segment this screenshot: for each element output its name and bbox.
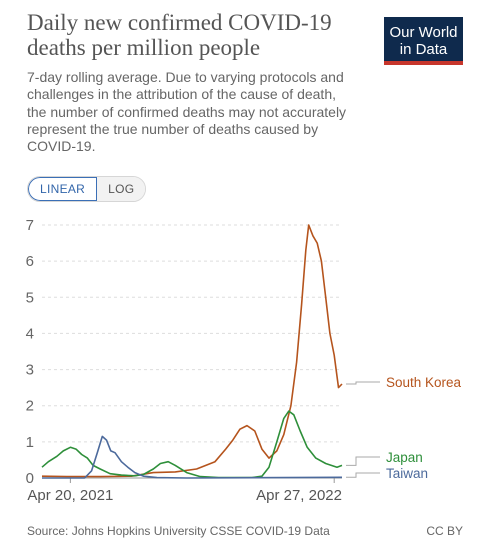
footer: Source: Johns Hopkins University CSSE CO… <box>27 524 463 538</box>
chart-subtitle: 7-day rolling average. Due to varying pr… <box>27 69 347 155</box>
line-chart: 0 1 2 3 4 5 6 7 Apr 20, 2021 Apr 27, 2022 South Ko… <box>26 217 462 504</box>
x-tick-label-1: Apr 27, 2022 <box>256 487 342 504</box>
series-line-south-korea <box>41 224 343 478</box>
y-tick-label-2: 2 <box>26 398 34 415</box>
legend-label-japan: Japan <box>386 450 423 465</box>
owid-logo[interactable]: Our World in Data <box>384 17 463 65</box>
log-scale-button[interactable]: LOG <box>97 177 146 201</box>
scale-toggle: LINEAR LOG <box>27 176 147 202</box>
source-note: Source: Johns Hopkins University CSSE CO… <box>27 524 330 538</box>
license-link[interactable]: CC BY <box>426 524 463 538</box>
y-tick-label-7: 7 <box>26 217 34 234</box>
y-tick-label-5: 5 <box>26 289 34 306</box>
legend-leader-japan <box>346 456 380 466</box>
series-line-japan <box>41 410 343 479</box>
linear-scale-button[interactable]: LINEAR <box>28 177 98 201</box>
y-tick-label-0: 0 <box>26 470 34 487</box>
legend-leader-taiwan <box>346 472 380 478</box>
legend-label-taiwan: Taiwan <box>386 466 428 481</box>
y-tick-label-4: 4 <box>26 325 34 342</box>
logo-line-1: Our World <box>389 24 458 41</box>
x-tick-label-0: Apr 20, 2021 <box>27 487 113 504</box>
chart-title: Daily new confirmed COVID-19 deaths per … <box>27 10 332 60</box>
legend-leader-south-korea <box>346 381 380 385</box>
y-tick-label-6: 6 <box>26 253 34 270</box>
legend-label-south-korea: South Korea <box>386 375 462 390</box>
y-tick-label-1: 1 <box>26 434 34 451</box>
logo-line-2: in Data <box>399 41 448 58</box>
y-tick-label-3: 3 <box>26 362 34 379</box>
series-line-taiwan <box>42 435 343 479</box>
